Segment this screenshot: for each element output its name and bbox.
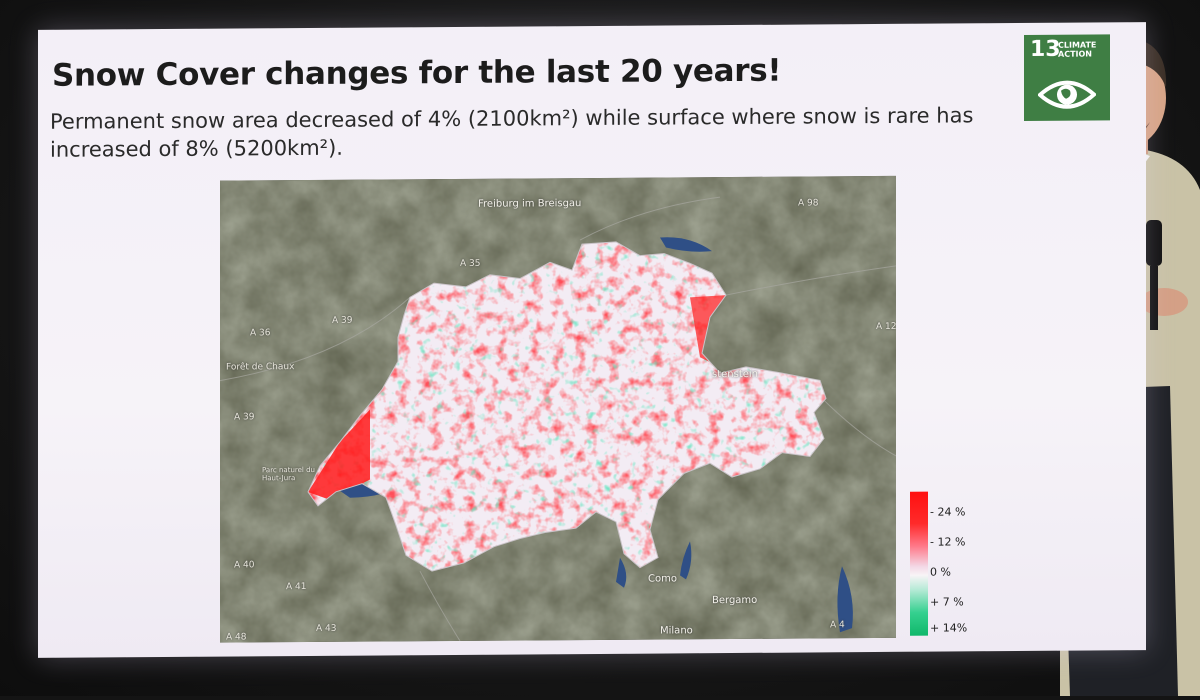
legend-tick-0: 0 % [930, 565, 951, 579]
slide-subtitle: Permanent snow area decreased of 4% (210… [50, 103, 974, 162]
map-label-a40: A 40 [234, 560, 255, 571]
eye-globe-icon [1038, 80, 1096, 109]
map-label-a35: A 35 [460, 258, 481, 269]
switzerland-snow-map: Freiburg im Breisgau A 98 A 35 A 36 A 39… [220, 175, 896, 643]
sdg-label: CLIMATE ACTION [1058, 40, 1097, 59]
legend-color-bar [910, 491, 928, 636]
map-label-foret-de-chaux: Forêt de Chaux [226, 362, 295, 373]
legend-tick-12: - 12 % [930, 535, 966, 549]
map-label-haut-jura: Parc naturel du Haut-Jura [262, 465, 315, 483]
map-label-a12: A 12 [876, 321, 896, 333]
sdg-13-badge: 13 CLIMATE ACTION [1024, 34, 1110, 121]
projection-screen: Snow Cover changes for the last 20 years… [38, 22, 1146, 658]
map-label-a36: A 36 [250, 328, 271, 339]
map-legend: - 24 % - 12 % 0 % + 7 % + 14% [910, 491, 1000, 642]
map-label-a43: A 43 [316, 623, 337, 634]
map-label-a48: A 48 [226, 632, 247, 643]
slide-title: Snow Cover changes for the last 20 years… [52, 52, 782, 94]
map-label-a39: A 39 [332, 315, 353, 326]
legend-tick-plus-7: + 7 % [930, 595, 964, 609]
map-label-a41: A 41 [286, 581, 307, 593]
legend-tick-24: - 24 % [930, 505, 966, 519]
map-label-stenstein: stenstein [712, 368, 759, 381]
map-label-freiburg: Freiburg im Breisgau [478, 198, 582, 210]
sdg-number: 13 [1030, 36, 1061, 62]
map-label-bergamo: Bergamo [712, 594, 758, 607]
map-label-como: Como [648, 573, 677, 585]
map-label-a4: A 4 [830, 620, 845, 631]
map-label-a39-south: A 39 [234, 412, 255, 423]
map-label-a98: A 98 [798, 198, 819, 209]
legend-tick-plus-14: + 14% [930, 621, 968, 635]
map-label-milano: Milano [660, 625, 693, 637]
